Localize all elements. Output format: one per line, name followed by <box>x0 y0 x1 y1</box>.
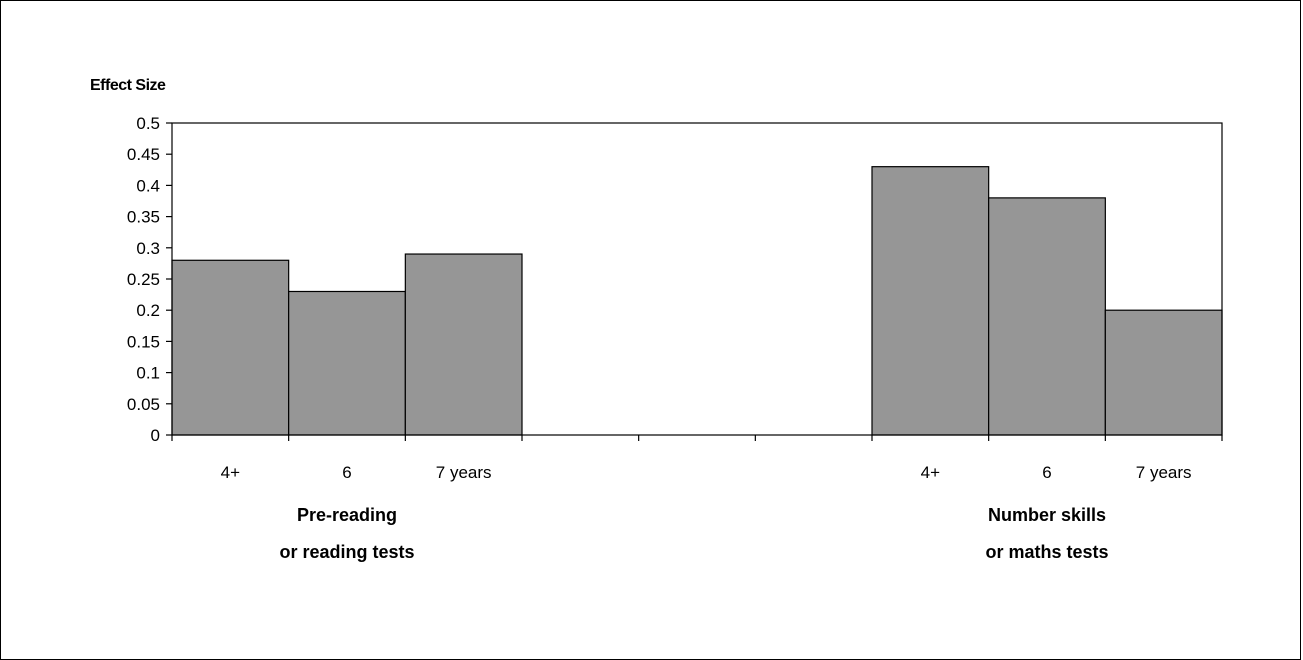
y-tick-label: 0.15 <box>127 332 160 351</box>
x-category-label: 7 years <box>436 463 492 482</box>
y-tick-label: 0 <box>151 426 160 445</box>
group-label-line1: Number skills <box>988 505 1106 525</box>
y-tick-label: 0.05 <box>127 395 160 414</box>
bar <box>171 259 290 436</box>
y-tick-label: 0.45 <box>127 145 160 164</box>
bar <box>404 253 523 436</box>
bar <box>988 197 1106 436</box>
y-tick-label: 0.2 <box>136 301 160 320</box>
y-tick-label: 0.3 <box>136 239 160 258</box>
y-tick-label: 0.4 <box>136 176 160 195</box>
group-label-line2: or reading tests <box>279 542 414 562</box>
x-category-label: 7 years <box>1136 463 1192 482</box>
y-axis-ticks: 0 0.05 0.1 0.15 0.2 0.25 0.3 0.35 0.4 0.45 0.5 <box>127 114 172 445</box>
bar <box>1104 309 1223 436</box>
x-category-label: 4+ <box>221 463 240 482</box>
bar <box>871 166 990 436</box>
y-tick-label: 0.35 <box>127 208 160 227</box>
bar-chart: Effect Size 0 0.05 0.1 0.15 0.2 0.25 0.3 0.35 0.… <box>90 77 1223 562</box>
bar <box>288 290 406 436</box>
x-category-label: 4+ <box>921 463 940 482</box>
group-label-line2: or maths tests <box>985 542 1108 562</box>
bars <box>171 166 1223 436</box>
y-axis-title: Effect Size <box>90 77 166 94</box>
x-category-label: 6 <box>1042 463 1051 482</box>
y-tick-label: 0.25 <box>127 270 160 289</box>
y-tick-label: 0.1 <box>136 364 160 383</box>
x-axis-labels: 4+ 6 7 years Pre-reading or reading tests 4+ 6… <box>171 435 1223 562</box>
group-label-line1: Pre-reading <box>297 505 397 525</box>
x-category-label: 6 <box>342 463 351 482</box>
y-tick-label: 0.5 <box>136 114 160 133</box>
plot-area-border <box>171 122 1223 436</box>
